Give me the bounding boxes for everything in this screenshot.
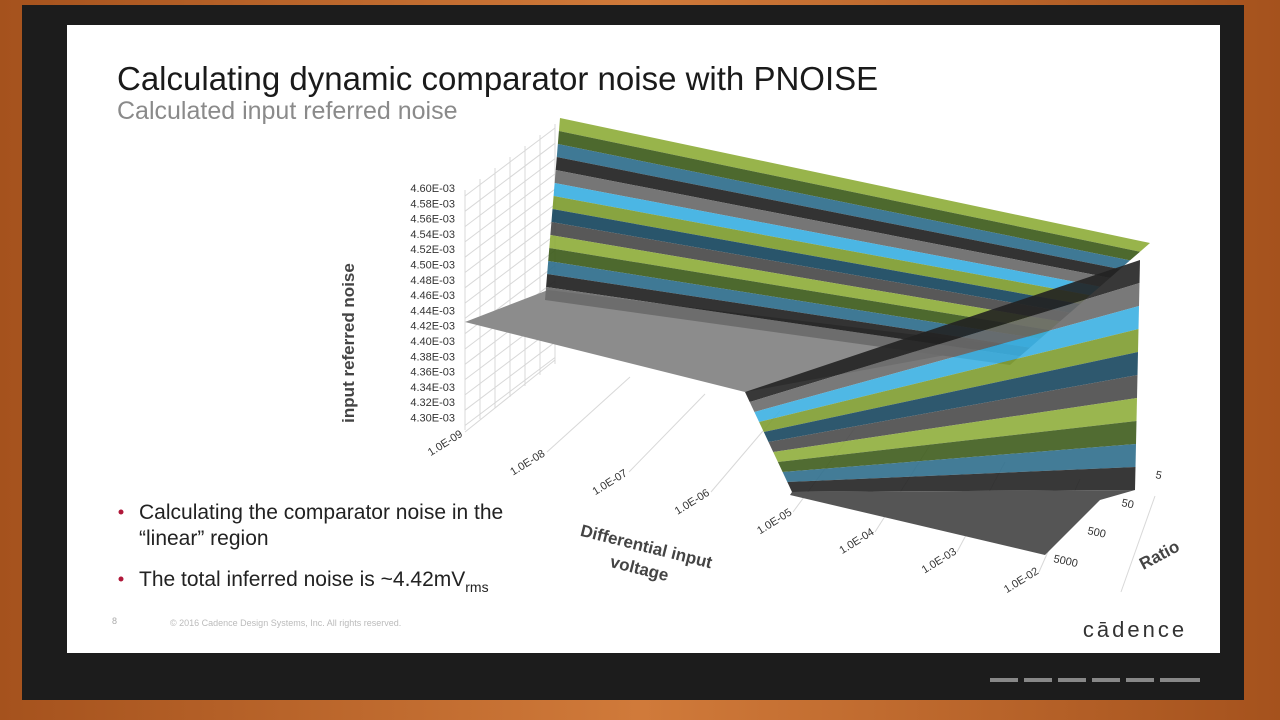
z-tick-label: 5 xyxy=(1154,469,1162,482)
y-tick-label: 4.42E-03 xyxy=(410,321,455,333)
surface-front xyxy=(773,398,1137,462)
bullet-text: The total inferred noise is ~4.42mV xyxy=(139,568,465,591)
x-tick-label: 1.0E-06 xyxy=(673,487,712,518)
bullet: “linear” region xyxy=(139,527,269,550)
bullet-subscript: rms xyxy=(465,579,488,595)
surface-front xyxy=(787,467,1136,492)
surface-stripe xyxy=(549,235,1060,331)
surface-front xyxy=(763,352,1138,442)
title: Calculating dynamic comparator noise wit… xyxy=(117,60,878,97)
subtitle: Calculated input referred noise xyxy=(117,97,457,125)
surface-stripe xyxy=(550,222,1070,322)
y-tick-label: 4.36E-03 xyxy=(410,367,455,379)
y-tick-label: 4.38E-03 xyxy=(410,351,455,363)
floor-line xyxy=(1120,495,1156,593)
y-tick-label: 4.60E-03 xyxy=(410,183,455,195)
z-tick-label: 5000 xyxy=(1052,553,1078,570)
surface-front xyxy=(782,444,1136,482)
y-tick-label: 4.46E-03 xyxy=(410,290,455,302)
surface-front xyxy=(754,306,1139,422)
y-tick-label: 4.56E-03 xyxy=(410,214,455,226)
bullet-dot xyxy=(118,576,124,582)
x-tick-label: 1.0E-07 xyxy=(590,467,629,498)
floor-line xyxy=(546,376,631,453)
surface-stripe xyxy=(557,131,1140,261)
surface-stripe xyxy=(552,196,1090,304)
surface-stripe xyxy=(553,183,1100,296)
y-tick-label: 4.58E-03 xyxy=(410,198,455,210)
y-tick-label: 4.40E-03 xyxy=(410,336,455,348)
z-tick-label: 50 xyxy=(1120,497,1134,511)
surface-stripe xyxy=(547,261,1040,348)
x-tick-label: 1.0E-08 xyxy=(508,448,547,479)
page-number: 8 xyxy=(112,616,117,626)
copyright: © 2016 Cadence Design Systems, Inc. All … xyxy=(170,618,401,628)
y-tick-label: 4.50E-03 xyxy=(410,260,455,272)
x-tick-label: 1.0E-02 xyxy=(1002,565,1041,596)
x-tick-label: 1.0E-03 xyxy=(920,546,959,577)
surface-front xyxy=(759,329,1139,432)
floor-line xyxy=(628,393,706,473)
y-tick-label: 4.44E-03 xyxy=(410,305,455,317)
bullet-dot xyxy=(118,509,124,515)
y-tick-label: 4.34E-03 xyxy=(410,382,455,394)
y-tick-label: 4.48E-03 xyxy=(410,275,455,287)
surface-stripe xyxy=(556,144,1130,270)
surface-stripe xyxy=(551,209,1080,313)
y-axis-title: input referred noise xyxy=(339,263,358,423)
x-tick-label: 1.0E-09 xyxy=(426,428,465,459)
surface-stripe xyxy=(555,157,1120,278)
y-tick-label: 4.52E-03 xyxy=(410,244,455,256)
surface-front xyxy=(768,375,1138,452)
x-tick-label: 1.0E-05 xyxy=(755,507,794,538)
floor-line xyxy=(464,359,556,433)
surface-front xyxy=(749,283,1140,412)
surface-stripe xyxy=(558,118,1150,252)
surface-stripe xyxy=(548,248,1050,339)
surface-stripe xyxy=(554,170,1110,287)
surface-stripe xyxy=(546,274,1030,357)
surface-floor xyxy=(790,490,1135,555)
y-tick-label: 4.54E-03 xyxy=(410,229,455,241)
surface xyxy=(465,118,1150,555)
y-tick-label: 4.30E-03 xyxy=(410,413,455,425)
surface-front xyxy=(745,260,1140,402)
logo: cādence xyxy=(1083,617,1187,642)
surface-front xyxy=(777,421,1137,472)
z-axis-title: Ratio xyxy=(1136,537,1182,574)
z-tick-label: 500 xyxy=(1086,525,1106,541)
nav-dashes xyxy=(990,678,1200,682)
bullet: The total inferred noise is ~4.42mVrms xyxy=(139,568,489,595)
bullet: Calculating the comparator noise in the xyxy=(139,501,503,524)
y-tick-label: 4.32E-03 xyxy=(410,397,455,409)
x-tick-label: 1.0E-04 xyxy=(837,526,876,557)
